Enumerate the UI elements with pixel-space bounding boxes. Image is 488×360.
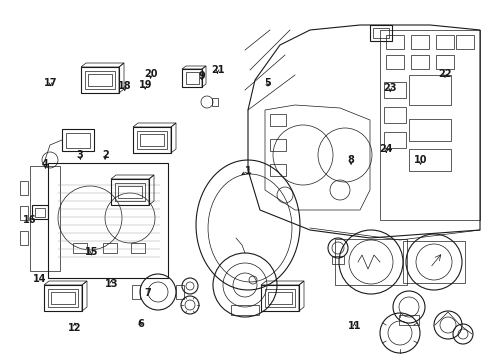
Bar	[334, 239, 406, 285]
Text: 5: 5	[264, 78, 271, 88]
Bar	[385, 55, 403, 69]
Bar	[385, 35, 403, 49]
Bar	[88, 74, 112, 86]
Bar	[81, 67, 119, 93]
Bar	[62, 129, 94, 151]
Bar	[369, 25, 391, 41]
Text: 9: 9	[198, 71, 205, 81]
Bar	[140, 134, 163, 146]
Bar	[182, 69, 202, 87]
Bar	[264, 289, 294, 307]
Bar	[269, 164, 285, 176]
Text: 13: 13	[104, 279, 118, 289]
Bar	[269, 114, 285, 126]
Bar	[103, 243, 117, 253]
Bar	[383, 107, 405, 123]
Bar	[176, 285, 183, 299]
Bar	[131, 243, 145, 253]
Text: 16: 16	[22, 215, 36, 225]
Bar	[44, 285, 82, 311]
Bar	[455, 35, 473, 49]
Bar	[435, 35, 453, 49]
Text: 12: 12	[68, 323, 81, 333]
Text: 10: 10	[413, 155, 427, 165]
Bar	[118, 186, 142, 198]
Bar	[133, 127, 171, 153]
Bar	[137, 131, 167, 149]
Bar	[73, 243, 87, 253]
Bar	[408, 75, 450, 105]
Text: 6: 6	[137, 319, 143, 329]
Bar	[212, 98, 218, 106]
Bar	[402, 241, 464, 283]
Bar	[410, 35, 428, 49]
Bar	[185, 72, 198, 84]
Text: 8: 8	[347, 155, 354, 165]
Bar	[48, 289, 78, 307]
Bar	[267, 292, 291, 304]
Text: 3: 3	[76, 150, 83, 160]
Bar	[410, 55, 428, 69]
Bar	[408, 119, 450, 141]
Bar	[398, 315, 418, 325]
Bar	[111, 179, 149, 205]
Text: 24: 24	[379, 144, 392, 154]
Bar	[115, 183, 145, 201]
Bar	[51, 292, 75, 304]
Bar	[20, 206, 28, 220]
Bar	[435, 55, 453, 69]
Text: 14: 14	[33, 274, 47, 284]
Text: 20: 20	[143, 69, 157, 79]
Text: 19: 19	[138, 80, 152, 90]
Bar	[261, 285, 298, 311]
Text: 17: 17	[43, 78, 57, 88]
Text: 18: 18	[118, 81, 131, 91]
Text: 22: 22	[437, 69, 451, 79]
Text: 1: 1	[244, 166, 251, 176]
Text: 21: 21	[210, 65, 224, 75]
Bar	[372, 28, 388, 38]
Bar	[85, 71, 115, 89]
Text: 2: 2	[102, 150, 108, 160]
Bar	[132, 285, 140, 299]
Bar	[32, 205, 48, 219]
Bar	[66, 132, 90, 148]
Text: 11: 11	[347, 321, 361, 331]
Bar	[20, 231, 28, 245]
Text: 7: 7	[144, 288, 151, 298]
Bar	[383, 132, 405, 148]
Bar	[408, 149, 450, 171]
Bar	[383, 82, 405, 98]
Bar	[331, 256, 343, 264]
Text: 23: 23	[383, 83, 396, 93]
Text: 15: 15	[84, 247, 98, 257]
Bar	[30, 166, 60, 270]
Bar	[269, 139, 285, 151]
Bar	[20, 181, 28, 195]
Bar	[48, 162, 168, 278]
Text: 4: 4	[42, 159, 49, 169]
Bar	[35, 207, 45, 216]
Bar	[230, 305, 259, 315]
